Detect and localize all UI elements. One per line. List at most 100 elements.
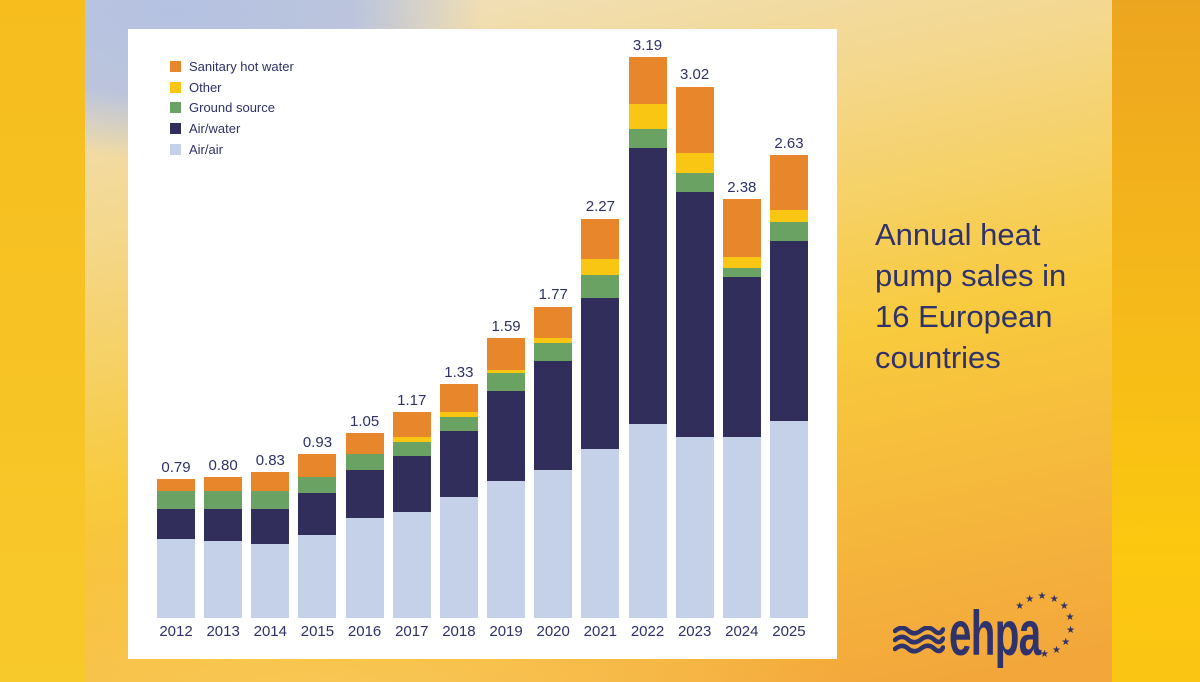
bar-segment-air-water bbox=[581, 297, 620, 450]
bar-2016: 1.05 2016 bbox=[345, 413, 384, 640]
bar-2021: 2.27 2021 bbox=[581, 198, 620, 640]
bar-segment-ground-source bbox=[392, 442, 431, 457]
bar-2019: 1.59 2019 bbox=[487, 318, 526, 640]
x-axis-label: 2017 bbox=[395, 623, 429, 640]
legend-item-other: Other bbox=[170, 77, 294, 98]
bar-segment-air-water bbox=[675, 192, 714, 437]
bar-segment-sanitary-hot-water bbox=[675, 86, 714, 154]
x-axis-label: 2020 bbox=[536, 623, 570, 640]
bar-segment-air-water bbox=[392, 456, 431, 513]
x-axis-label: 2023 bbox=[677, 623, 712, 640]
bar-total-label: 2.63 bbox=[774, 135, 804, 153]
bar-stack bbox=[534, 306, 573, 618]
x-axis-label: 2018 bbox=[442, 623, 476, 640]
bar-segment-air-air bbox=[298, 535, 337, 618]
bar-stack bbox=[487, 338, 526, 618]
bar-total-label: 1.33 bbox=[444, 363, 474, 381]
bar-stack bbox=[298, 454, 337, 618]
bar-2017: 1.17 2017 bbox=[392, 392, 431, 640]
eu-star-icon: ★ bbox=[1049, 593, 1059, 605]
page-title-line: pump sales in bbox=[875, 258, 1067, 293]
bar-total-label: 0.80 bbox=[208, 457, 238, 475]
eu-star-icon: ★ bbox=[1061, 636, 1071, 648]
bar-segment-sanitary-hot-water bbox=[157, 479, 195, 492]
x-axis-label: 2022 bbox=[630, 623, 665, 640]
x-axis-label: 2025 bbox=[772, 623, 806, 640]
legend-label: Ground source bbox=[189, 100, 275, 116]
legend-label: Sanitary hot water bbox=[189, 58, 294, 74]
bar-segment-sanitary-hot-water bbox=[722, 199, 761, 258]
bar-segment-air-air bbox=[534, 470, 573, 618]
bar-total-label: 1.77 bbox=[538, 286, 568, 304]
bar-segment-sanitary-hot-water bbox=[581, 218, 620, 259]
x-axis-label: 2015 bbox=[300, 623, 335, 640]
eu-star-icon: ★ bbox=[1059, 601, 1069, 613]
chart-card: Sanitary hot water Other Ground source Air/… bbox=[128, 29, 837, 659]
bar-segment-other bbox=[769, 209, 808, 223]
bar-segment-sanitary-hot-water bbox=[251, 471, 290, 492]
bar-segment-air-air bbox=[345, 517, 384, 618]
bar-stack bbox=[251, 471, 290, 618]
bar-segment-air-water bbox=[769, 241, 808, 421]
bar-segment-other bbox=[392, 436, 431, 443]
eu-star-icon: ★ bbox=[1015, 601, 1025, 613]
ehpa-wordmark: ehpa bbox=[949, 599, 1041, 669]
bar-segment-other bbox=[722, 257, 761, 268]
bar-segment-air-water bbox=[487, 390, 526, 481]
bar-segment-sanitary-hot-water bbox=[439, 383, 478, 413]
x-axis-label: 2024 bbox=[725, 623, 759, 640]
page-title-line: 16 European bbox=[875, 299, 1053, 334]
bar-2015: 0.93 2015 bbox=[298, 434, 337, 640]
x-axis-label: 2016 bbox=[347, 623, 382, 640]
bar-segment-air-water bbox=[157, 508, 195, 539]
bar-2013: 0.80 2013 bbox=[204, 457, 243, 640]
bar-stack bbox=[439, 383, 478, 618]
bar-segment-sanitary-hot-water bbox=[345, 433, 384, 455]
legend-label: Other bbox=[189, 79, 222, 95]
eu-star-icon: ★ bbox=[1065, 612, 1075, 624]
bar-total-label: 3.02 bbox=[680, 66, 710, 84]
bar-total-label: 1.59 bbox=[491, 318, 521, 336]
bar-total-label: 0.93 bbox=[302, 434, 333, 452]
legend-swatch-icon bbox=[170, 60, 181, 72]
bar-stack bbox=[581, 218, 620, 618]
bar-segment-other bbox=[439, 412, 478, 418]
bar-segment-air-air bbox=[157, 538, 195, 618]
eu-star-icon: ★ bbox=[1052, 645, 1061, 657]
bar-segment-ground-source bbox=[204, 491, 243, 509]
eu-star-icon: ★ bbox=[1040, 648, 1049, 660]
bar-2018: 1.33 2018 bbox=[439, 364, 478, 640]
bar-segment-sanitary-hot-water bbox=[204, 477, 243, 492]
bar-segment-ground-source bbox=[487, 373, 526, 391]
bar-segment-ground-source bbox=[722, 267, 761, 277]
bar-segment-other bbox=[534, 338, 573, 344]
bar-segment-air-water bbox=[439, 431, 478, 497]
legend-item-ground-source: Ground source bbox=[170, 98, 294, 119]
bar-2022: 3.19 2022 bbox=[628, 37, 667, 640]
bar-stack bbox=[722, 199, 761, 618]
bar-segment-ground-source bbox=[298, 477, 337, 494]
bar-total-label: 2.27 bbox=[585, 198, 615, 216]
bar-total-label: 0.83 bbox=[255, 451, 285, 469]
legend-swatch-icon bbox=[170, 102, 181, 114]
bar-segment-ground-source bbox=[628, 128, 667, 149]
bar-segment-air-air bbox=[581, 449, 620, 618]
legend-swatch-icon bbox=[170, 81, 181, 93]
eu-star-icon: ★ bbox=[1066, 625, 1076, 637]
bar-total-label: 3.19 bbox=[632, 36, 663, 54]
bar-segment-air-water bbox=[722, 276, 761, 437]
bar-segment-ground-source bbox=[769, 222, 808, 242]
bar-segment-air-water bbox=[204, 508, 243, 541]
bar-segment-air-water bbox=[345, 470, 384, 518]
ehpa-waves-icon bbox=[893, 626, 945, 654]
bar-2012: 0.79 2012 bbox=[157, 459, 195, 640]
legend-swatch-icon bbox=[170, 144, 181, 156]
bar-segment-sanitary-hot-water bbox=[392, 412, 431, 437]
legend-item-air-air: Air/air bbox=[170, 139, 294, 160]
bar-segment-air-water bbox=[251, 508, 290, 545]
x-axis-label: 2013 bbox=[206, 623, 240, 640]
bar-segment-air-water bbox=[534, 361, 573, 471]
page-title-line: Annual heat bbox=[875, 217, 1041, 252]
bar-stack bbox=[769, 155, 808, 618]
bar-2024: 2.38 2024 bbox=[722, 179, 761, 640]
